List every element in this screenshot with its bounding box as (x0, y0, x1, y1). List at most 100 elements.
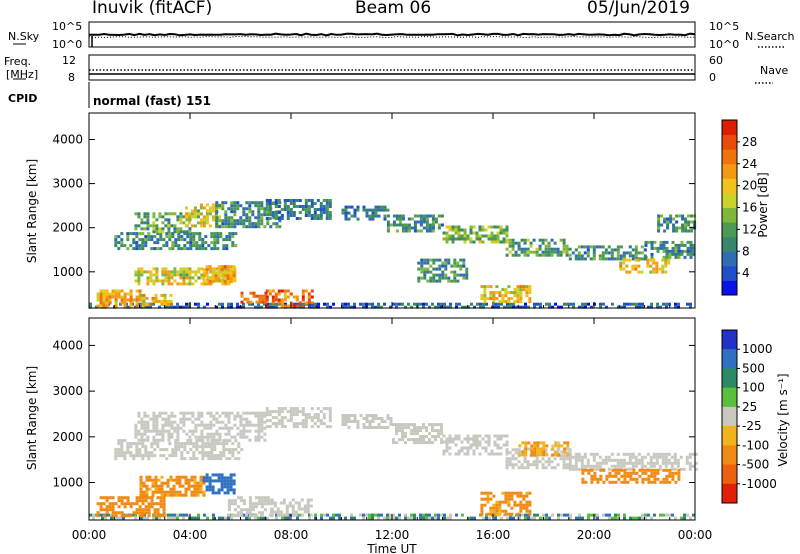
echo-cell (141, 454, 145, 458)
echo-cell (273, 504, 277, 508)
echo-cell (161, 435, 165, 439)
echo-cell (434, 435, 437, 439)
echo-cell (492, 506, 496, 510)
echo-cell (229, 485, 233, 489)
echo-cell (694, 461, 698, 465)
echo-cell (678, 226, 682, 230)
echo-cell (568, 451, 572, 455)
echo-cell (404, 426, 407, 430)
echo-cell (512, 305, 515, 309)
echo-cell (478, 228, 482, 232)
echo-cell (224, 423, 228, 427)
echo-cell (469, 437, 473, 441)
echo-cell (283, 292, 287, 296)
echo-cell (132, 247, 136, 251)
echo-cell (190, 224, 194, 228)
echo-cell (514, 448, 518, 452)
echo-cell (227, 225, 231, 229)
echo-cell (521, 513, 524, 517)
echo-cell (117, 235, 121, 239)
echo-cell (496, 231, 500, 235)
echo-cell (221, 426, 225, 430)
echo-cell (280, 208, 284, 211)
echo-cell (634, 464, 638, 468)
echo-cell (410, 226, 414, 230)
echo-cell (230, 426, 234, 430)
echo-cell (274, 298, 278, 302)
echo-cell (146, 215, 150, 219)
echo-cell (523, 457, 527, 461)
echo-cell (313, 214, 317, 217)
echo-cell (495, 512, 499, 516)
echo-cell (507, 291, 511, 295)
echo-cell (150, 454, 154, 458)
echo-cell (672, 226, 676, 230)
echo-cell (268, 211, 272, 214)
echo-cell (215, 429, 219, 433)
echo-cell (690, 220, 694, 224)
echo-cell (319, 410, 323, 414)
echo-cell (162, 496, 166, 500)
echo-cell (275, 305, 278, 309)
echo-cell (459, 264, 463, 268)
echo-cell (308, 513, 311, 517)
echo-cell (584, 302, 587, 306)
echo-cell (675, 220, 679, 224)
echo-cell (154, 481, 158, 485)
echo-cell (210, 451, 214, 455)
echo-cell (596, 516, 599, 520)
echo-cell (226, 479, 230, 483)
colorbar-tick-label: 12 (742, 222, 757, 236)
echo-cell (619, 245, 623, 249)
echo-cell (191, 516, 194, 520)
echo-cell (442, 434, 446, 438)
echo-cell (425, 214, 429, 218)
echo-cell (194, 417, 198, 421)
echo-cell (607, 458, 611, 462)
echo-cell (557, 453, 561, 457)
echo-cell (526, 250, 530, 254)
echo-cell (170, 513, 173, 517)
colorbar-tick-label: 24 (742, 157, 757, 171)
echo-cell (495, 297, 499, 301)
echo-cell (248, 511, 252, 515)
echo-cell (649, 264, 653, 268)
echo-cell (565, 250, 569, 254)
echo-cell (554, 441, 558, 445)
echo-cell (257, 216, 261, 220)
echo-cell (184, 206, 188, 210)
echo-cell (159, 514, 163, 518)
echo-cell (148, 302, 152, 306)
echo-cell (517, 448, 521, 452)
echo-cell (492, 297, 496, 301)
echo-cell (443, 302, 446, 306)
echo-cell (179, 426, 183, 430)
echo-cell (419, 223, 423, 227)
echo-cell (607, 251, 611, 255)
echo-cell (440, 426, 443, 430)
echo-cell (154, 296, 158, 300)
echo-cell (216, 247, 220, 251)
echo-cell (182, 429, 186, 433)
echo-cell (507, 491, 511, 495)
echo-cell (499, 446, 503, 450)
echo-cell (191, 432, 195, 436)
echo-cell (629, 474, 633, 478)
echo-cell (181, 493, 185, 497)
echo-cell (214, 274, 218, 278)
echo-cell (521, 450, 525, 454)
echo-cell (95, 513, 98, 517)
echo-cell (199, 224, 203, 228)
echo-cell (146, 435, 150, 439)
echo-cell (504, 500, 508, 504)
echo-cell (153, 241, 157, 245)
echo-cell (488, 516, 491, 520)
echo-cell (274, 214, 278, 217)
echo-cell (222, 451, 226, 455)
echo-cell (466, 446, 470, 450)
echo-cell (668, 249, 672, 253)
echo-cell (257, 411, 261, 415)
echo-cell (265, 407, 269, 411)
velocity-cbar-label: Velocity [m s⁻¹] (776, 373, 790, 466)
echo-cell (644, 513, 647, 517)
